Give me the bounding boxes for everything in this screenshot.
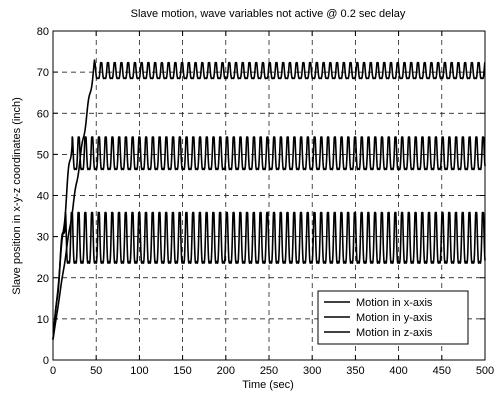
x-tick-label: 150 <box>173 365 191 377</box>
y-tick-label: 70 <box>37 67 49 79</box>
y-tick-label: 50 <box>37 149 49 161</box>
y-tick-label: 20 <box>37 273 49 285</box>
y-tick-label: 0 <box>43 355 49 367</box>
series-line-1 <box>52 59 486 340</box>
x-axis-title: Time (sec) <box>242 379 294 391</box>
y-tick-label: 30 <box>37 232 49 244</box>
legend-label: Motion in x-axis <box>356 297 433 309</box>
y-tick-label: 80 <box>37 26 49 38</box>
x-tick-label: 50 <box>90 365 102 377</box>
x-tick-label: 250 <box>260 365 278 377</box>
series-line-2 <box>52 136 486 340</box>
x-tick-label: 450 <box>433 365 451 377</box>
series-line-3 <box>52 211 486 340</box>
y-tick-label: 10 <box>37 314 49 326</box>
y-tick-label: 40 <box>37 191 49 203</box>
y-axis-title: Slave position in x-y-z coordinates (inc… <box>11 97 23 294</box>
series-lines <box>52 59 486 340</box>
x-tick-label: 100 <box>130 365 148 377</box>
legend-label: Motion in z-axis <box>356 327 433 339</box>
x-tick-label: 500 <box>476 365 494 377</box>
x-tick-label: 350 <box>346 365 364 377</box>
x-tick-label: 0 <box>50 365 56 377</box>
x-tick-label: 200 <box>217 365 235 377</box>
legend-label: Motion in y-axis <box>356 312 433 324</box>
x-tick-label: 400 <box>389 365 407 377</box>
y-tick-label: 60 <box>37 108 49 120</box>
legend: Motion in x-axis Motion in y-axis Motion i… <box>317 290 469 345</box>
chart-title: Slave motion, wave variables not active … <box>131 8 406 20</box>
x-tick-label: 300 <box>303 365 321 377</box>
axis-ticks: 0 50 100 150 200 250 300 350 400 450 500 0 10 20 30 40 5… <box>37 26 494 377</box>
